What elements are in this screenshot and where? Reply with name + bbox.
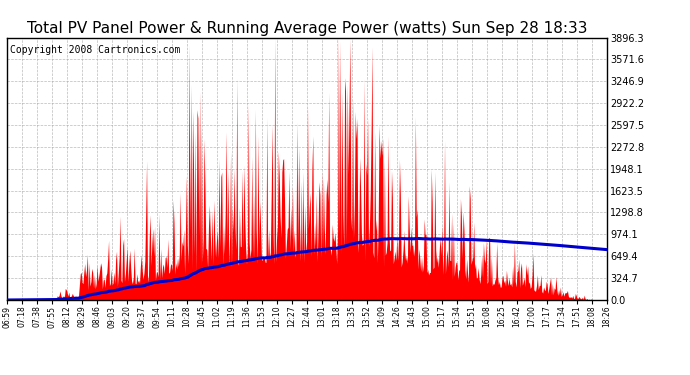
Text: Copyright 2008 Cartronics.com: Copyright 2008 Cartronics.com <box>10 45 180 56</box>
Title: Total PV Panel Power & Running Average Power (watts) Sun Sep 28 18:33: Total PV Panel Power & Running Average P… <box>27 21 587 36</box>
